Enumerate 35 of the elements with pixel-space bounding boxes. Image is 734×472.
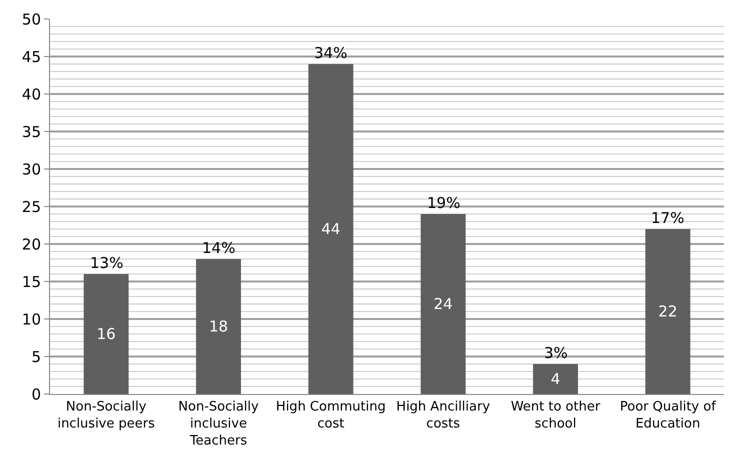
bar bbox=[308, 64, 354, 394]
bar bbox=[420, 214, 466, 394]
x-tick-label: Went to other school bbox=[510, 400, 601, 432]
annotation: 17% bbox=[651, 209, 684, 227]
annotation: 3% bbox=[544, 344, 568, 362]
y-tick-label: 40 bbox=[22, 85, 41, 104]
y-tick-label: 0 bbox=[31, 385, 41, 404]
data-label: 18 bbox=[208, 318, 228, 336]
x-tick-label: Poor Quality of Education bbox=[620, 400, 716, 432]
y-tick-label: 15 bbox=[22, 272, 41, 291]
data-label: 44 bbox=[321, 220, 340, 238]
data-label: 4 bbox=[550, 370, 560, 388]
annotation: 13% bbox=[90, 254, 124, 272]
y-tick-label: 50 bbox=[22, 10, 41, 28]
bar bbox=[84, 274, 129, 394]
annotation: 19% bbox=[427, 194, 460, 212]
y-tick-label: 20 bbox=[22, 235, 41, 254]
y-tick-label: 25 bbox=[22, 198, 41, 216]
x-tick-label: Non-Socially inclusive peers bbox=[57, 400, 156, 432]
bar bbox=[645, 229, 690, 394]
y-tick-label: 10 bbox=[22, 310, 41, 328]
y-tick-label: 30 bbox=[22, 160, 41, 178]
annotation: 34% bbox=[314, 44, 348, 62]
bar bbox=[196, 259, 241, 394]
data-label: 22 bbox=[658, 302, 678, 320]
x-tick-label: High Commuting cost bbox=[276, 400, 386, 432]
y-tick-label: 5 bbox=[31, 348, 41, 366]
annotation: 14% bbox=[202, 239, 236, 257]
y-tick-label: 35 bbox=[22, 122, 41, 141]
data-label: 24 bbox=[434, 295, 453, 313]
bar bbox=[533, 364, 578, 394]
x-tick-label: Non-Socially inclusive Teachers bbox=[178, 400, 260, 448]
x-tick-label: High Ancilliary costs bbox=[396, 400, 490, 432]
data-label: 16 bbox=[96, 325, 116, 343]
y-tick-label: 45 bbox=[22, 48, 41, 66]
